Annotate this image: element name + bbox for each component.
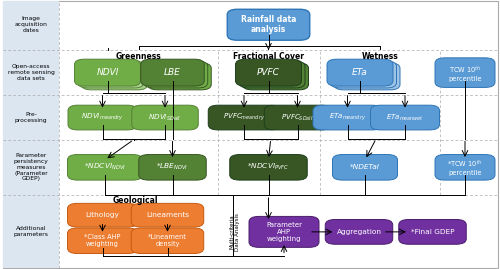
FancyBboxPatch shape xyxy=(68,203,138,227)
Text: *Final GDEP: *Final GDEP xyxy=(410,229,455,235)
FancyBboxPatch shape xyxy=(144,61,208,88)
Text: Multi-criteria
Data Analysis: Multi-criteria Data Analysis xyxy=(230,213,240,251)
Text: *LBE$_{NDVI}$: *LBE$_{NDVI}$ xyxy=(156,162,188,172)
Text: *NDETaI: *NDETaI xyxy=(350,164,380,170)
Text: ETa$_{meanwet}$: ETa$_{meanwet}$ xyxy=(386,112,424,123)
FancyBboxPatch shape xyxy=(236,59,302,86)
FancyBboxPatch shape xyxy=(78,61,144,88)
FancyBboxPatch shape xyxy=(74,59,140,86)
Text: Additional
parameters: Additional parameters xyxy=(14,226,48,237)
FancyBboxPatch shape xyxy=(239,61,305,88)
Text: *Lineament
density: *Lineament density xyxy=(148,234,187,247)
FancyBboxPatch shape xyxy=(264,105,331,130)
FancyBboxPatch shape xyxy=(68,105,137,130)
FancyBboxPatch shape xyxy=(138,154,206,180)
FancyBboxPatch shape xyxy=(242,63,308,90)
FancyBboxPatch shape xyxy=(399,220,466,244)
FancyBboxPatch shape xyxy=(313,105,382,130)
Text: NDVI$_{meandry}$: NDVI$_{meandry}$ xyxy=(81,112,124,123)
Text: Open-access
remote sensing
data sets: Open-access remote sensing data sets xyxy=(8,64,54,81)
Text: Aggregation: Aggregation xyxy=(336,229,382,235)
FancyBboxPatch shape xyxy=(435,58,495,87)
FancyBboxPatch shape xyxy=(131,228,204,253)
Text: *Class AHP
weighting: *Class AHP weighting xyxy=(84,234,121,247)
Text: Fractional Cover: Fractional Cover xyxy=(233,52,304,61)
Text: Rainfall data
analysis: Rainfall data analysis xyxy=(241,15,296,34)
FancyBboxPatch shape xyxy=(227,9,310,40)
Text: Parameter
persistency
measures
(Parameter
GDEP): Parameter persistency measures (Paramete… xyxy=(14,153,48,181)
FancyBboxPatch shape xyxy=(68,154,142,180)
Text: ETa: ETa xyxy=(352,68,368,77)
Text: Parameter
AHP
weighting: Parameter AHP weighting xyxy=(266,222,302,242)
Text: PVFC$_{SDall}$: PVFC$_{SDall}$ xyxy=(281,112,314,123)
Text: *TCW 10$^{th}$
percentile: *TCW 10$^{th}$ percentile xyxy=(447,158,483,176)
FancyBboxPatch shape xyxy=(330,61,396,88)
Text: Wetness: Wetness xyxy=(362,52,399,61)
Text: *NDCVI$_{NDVI}$: *NDCVI$_{NDVI}$ xyxy=(84,162,126,172)
FancyBboxPatch shape xyxy=(249,216,319,247)
Text: Greenness: Greenness xyxy=(116,52,162,61)
FancyBboxPatch shape xyxy=(208,105,280,130)
Text: PVFC: PVFC xyxy=(257,68,280,77)
Text: NDVI$_{SDall}$: NDVI$_{SDall}$ xyxy=(148,112,182,123)
Text: TCW 10$^{th}$
percentile: TCW 10$^{th}$ percentile xyxy=(448,64,482,82)
FancyBboxPatch shape xyxy=(230,154,307,180)
FancyBboxPatch shape xyxy=(2,1,59,268)
Text: Pre-
processing: Pre- processing xyxy=(14,112,48,123)
Text: ETa$_{meandry}$: ETa$_{meandry}$ xyxy=(329,112,366,123)
FancyBboxPatch shape xyxy=(327,59,393,86)
FancyBboxPatch shape xyxy=(325,220,393,244)
Text: Image
acquisition
dates: Image acquisition dates xyxy=(14,16,48,33)
Text: NDVI: NDVI xyxy=(96,68,118,77)
FancyBboxPatch shape xyxy=(435,154,495,180)
FancyBboxPatch shape xyxy=(148,63,211,90)
FancyBboxPatch shape xyxy=(370,105,440,130)
FancyBboxPatch shape xyxy=(334,63,400,90)
FancyBboxPatch shape xyxy=(68,228,138,253)
Text: Lithology: Lithology xyxy=(86,212,119,218)
FancyBboxPatch shape xyxy=(332,154,398,180)
Text: LBE: LBE xyxy=(164,68,181,77)
Text: *NDCVI$_{PVFC}$: *NDCVI$_{PVFC}$ xyxy=(248,162,290,172)
FancyBboxPatch shape xyxy=(141,59,204,86)
FancyBboxPatch shape xyxy=(132,105,198,130)
Text: Lineaments: Lineaments xyxy=(146,212,189,218)
FancyBboxPatch shape xyxy=(131,203,204,227)
Text: PVFC$_{meandry}$: PVFC$_{meandry}$ xyxy=(223,112,265,123)
Text: Geological: Geological xyxy=(112,196,158,206)
FancyBboxPatch shape xyxy=(82,63,148,90)
